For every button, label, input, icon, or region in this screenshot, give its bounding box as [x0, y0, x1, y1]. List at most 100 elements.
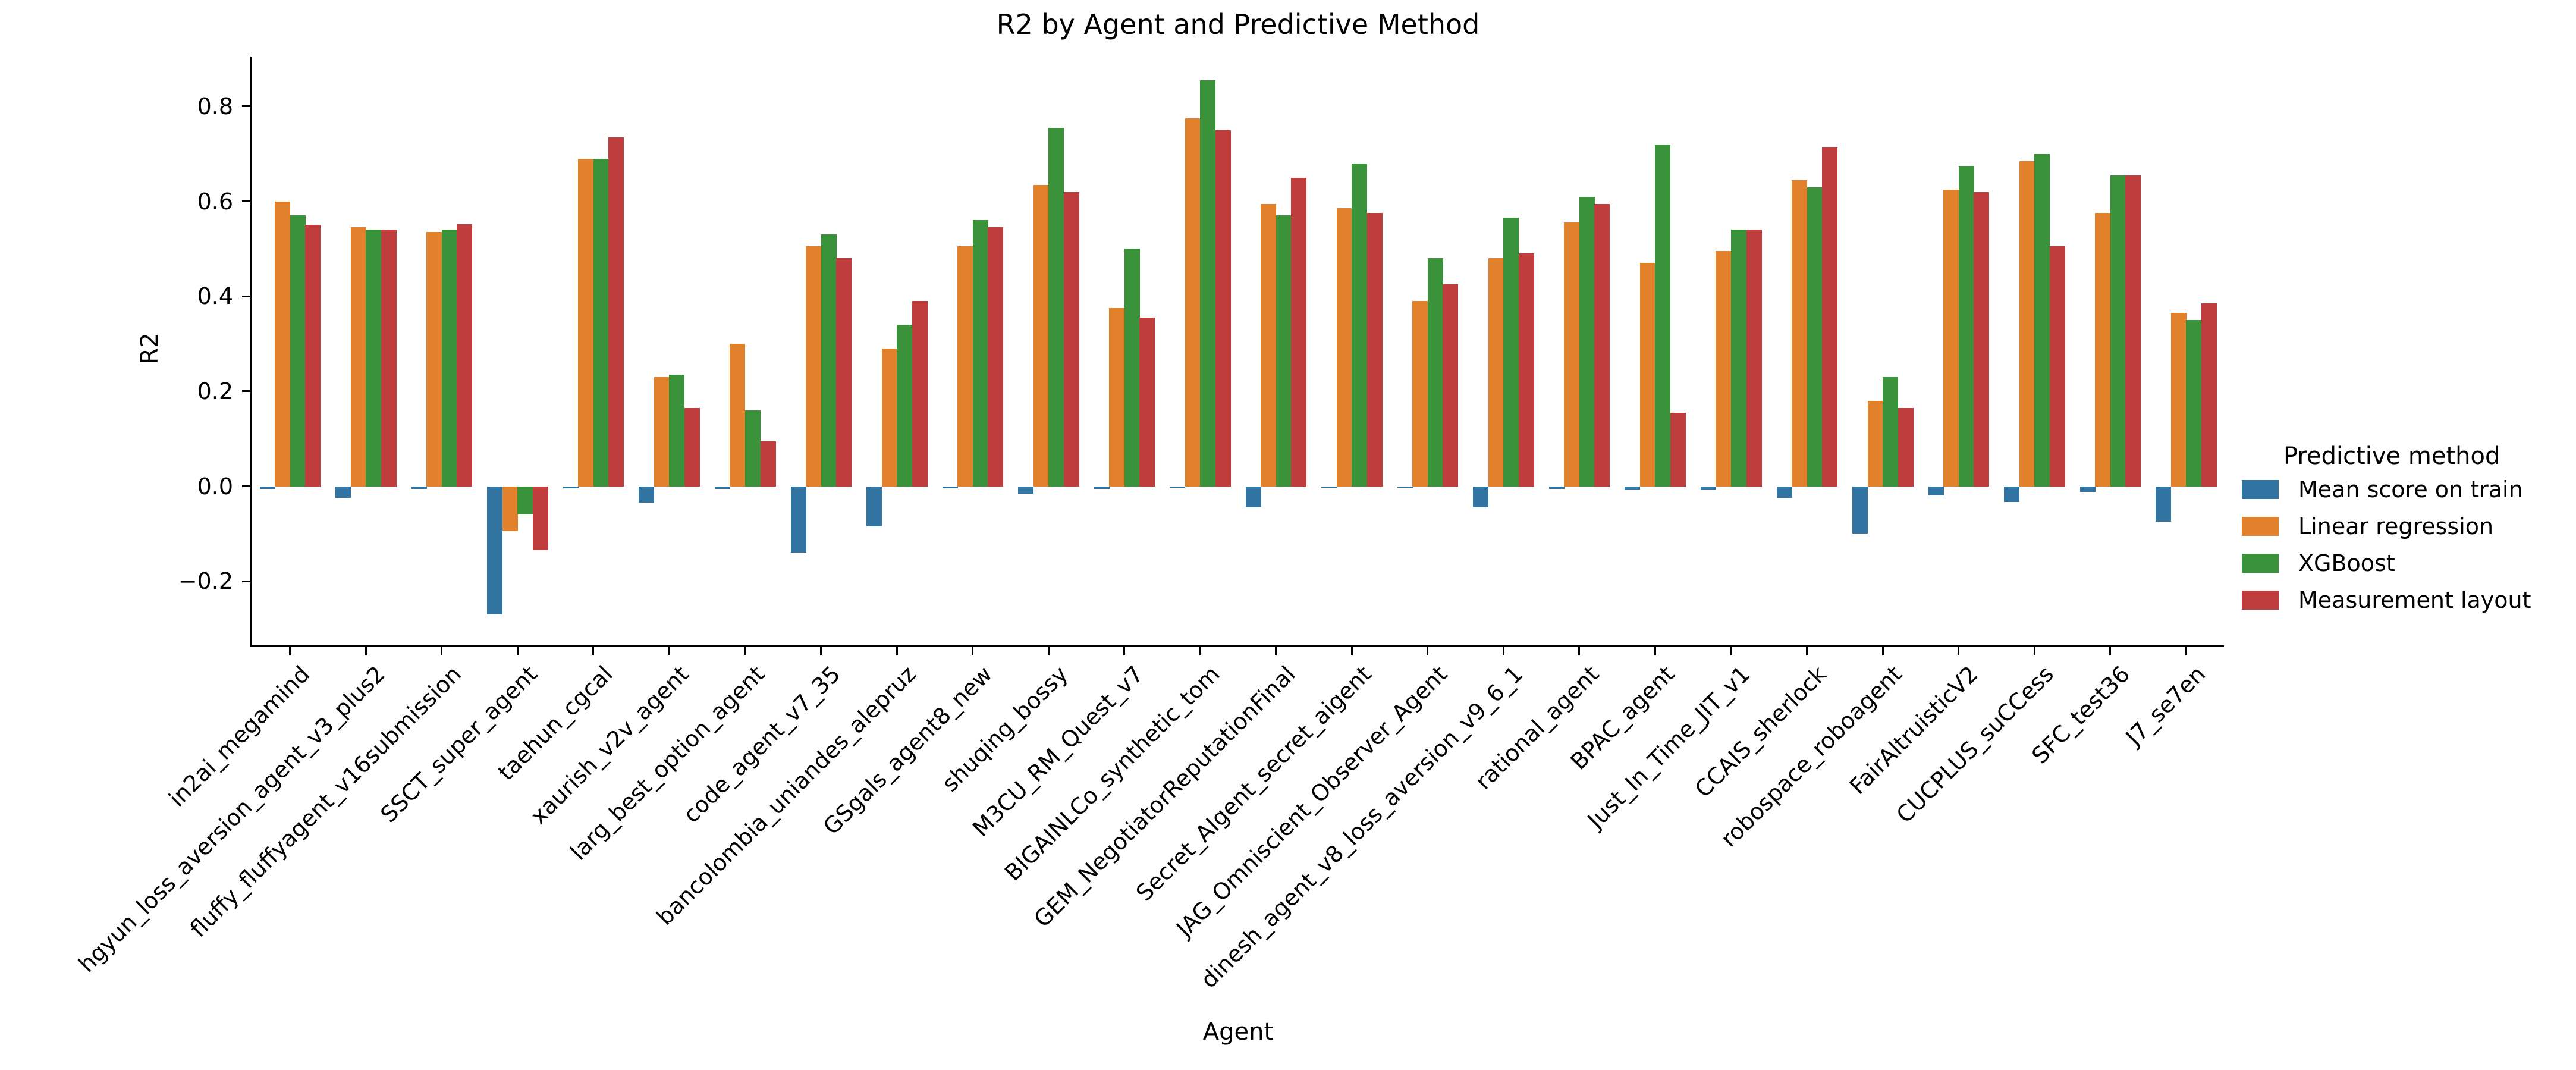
x-tick-mark	[592, 647, 595, 655]
legend-swatch	[2242, 554, 2279, 573]
bar-xgboost	[669, 374, 685, 487]
bar-mean-score-on-train	[1928, 486, 1944, 496]
bar-xgboost	[821, 234, 837, 487]
bar-xgboost	[517, 486, 533, 515]
bar-mean-score-on-train	[2004, 486, 2020, 502]
y-axis-label: R2	[136, 332, 164, 365]
bar-xgboost	[1883, 376, 1899, 487]
bar-mean-score-on-train	[1094, 486, 1110, 489]
bar-linear-regression	[730, 344, 746, 487]
bar-linear-regression	[275, 201, 291, 487]
x-tick-label: in2ai_megamind	[163, 661, 315, 812]
bar-measurement-layout	[381, 230, 397, 487]
y-tick-mark	[242, 580, 250, 582]
bar-xgboost	[897, 325, 913, 487]
bar-linear-regression	[1716, 251, 1732, 487]
bar-mean-score-on-train	[714, 486, 730, 489]
x-tick-mark	[2033, 647, 2035, 655]
bar-xgboost	[1124, 249, 1140, 487]
legend-label: Linear regression	[2298, 513, 2494, 539]
x-tick-label: JAG_Omniscient_Observer_Agent	[1171, 661, 1452, 942]
bar-measurement-layout	[684, 407, 700, 487]
legend-item: Mean score on train	[2242, 471, 2576, 508]
x-tick-mark	[516, 647, 519, 655]
bar-linear-regression	[654, 376, 670, 487]
bar-measurement-layout	[457, 224, 473, 487]
bar-linear-regression	[1261, 203, 1277, 487]
legend-label: Measurement layout	[2298, 587, 2531, 613]
bar-mean-score-on-train	[1700, 486, 1716, 490]
bar-xgboost	[2110, 175, 2126, 487]
legend-title: Predictive method	[2283, 443, 2500, 470]
y-tick-label: −0.2	[178, 568, 233, 595]
bar-mean-score-on-train	[866, 486, 882, 527]
bar-linear-regression	[1564, 222, 1580, 487]
bar-xgboost	[1731, 230, 1746, 487]
x-axis-spine	[250, 645, 2224, 647]
bar-linear-regression	[2170, 313, 2187, 487]
x-tick-mark	[896, 647, 898, 655]
bar-linear-regression	[1488, 258, 1504, 487]
x-tick-mark	[820, 647, 822, 655]
legend-swatch	[2242, 480, 2279, 499]
bar-measurement-layout	[760, 441, 776, 487]
bar-xgboost	[366, 230, 382, 487]
bar-xgboost	[1579, 196, 1595, 487]
legend-item: Measurement layout	[2242, 582, 2576, 619]
bar-measurement-layout	[1366, 213, 1383, 487]
x-tick-mark	[1199, 647, 1201, 655]
bar-linear-regression	[1639, 263, 1655, 487]
bar-measurement-layout	[912, 301, 928, 487]
legend-swatch	[2242, 517, 2279, 536]
bar-xgboost	[1276, 215, 1292, 487]
legend-swatch	[2242, 591, 2279, 610]
legend-item: Linear regression	[2242, 508, 2576, 545]
y-tick-label: 0.2	[197, 378, 233, 404]
bar-xgboost	[1048, 127, 1064, 487]
x-tick-mark	[1806, 647, 1808, 655]
bar-measurement-layout	[1974, 192, 1990, 487]
bar-mean-score-on-train	[1018, 486, 1034, 494]
bar-mean-score-on-train	[335, 486, 351, 498]
x-tick-mark	[972, 647, 974, 655]
y-tick-mark	[242, 485, 250, 488]
bar-measurement-layout	[1063, 192, 1079, 487]
bar-linear-regression	[426, 232, 442, 487]
bar-mean-score-on-train	[487, 486, 503, 615]
x-tick-mark	[1123, 647, 1126, 655]
bar-xgboost	[2186, 320, 2202, 487]
bar-mean-score-on-train	[411, 486, 427, 489]
bar-mean-score-on-train	[1245, 486, 1261, 508]
bar-linear-regression	[350, 227, 366, 487]
bar-measurement-layout	[988, 227, 1004, 487]
x-tick-mark	[2109, 647, 2112, 655]
x-axis-label: Agent	[1202, 1018, 1274, 1046]
bar-measurement-layout	[1594, 203, 1610, 487]
bar-xgboost	[1427, 258, 1443, 487]
bar-linear-regression	[1185, 118, 1201, 487]
y-tick-mark	[242, 105, 250, 108]
legend-label: Mean score on train	[2298, 476, 2523, 503]
x-tick-mark	[1730, 647, 1732, 655]
x-tick-mark	[289, 647, 291, 655]
bar-measurement-layout	[836, 258, 852, 487]
bar-mean-score-on-train	[563, 486, 579, 488]
y-tick-mark	[242, 295, 250, 297]
y-tick-mark	[242, 390, 250, 393]
bar-linear-regression	[1792, 180, 1808, 487]
y-axis-spine	[250, 57, 252, 647]
x-tick-label: hgyun_loss_aversion_agent_v3_plus2	[74, 661, 391, 978]
bar-linear-regression	[1867, 400, 1883, 487]
y-tick-label: 0.6	[197, 188, 233, 215]
y-tick-mark	[242, 200, 250, 202]
x-tick-label: J7_se7en	[2121, 661, 2211, 751]
x-tick-mark	[1502, 647, 1504, 655]
bar-measurement-layout	[2201, 303, 2217, 487]
legend-item: XGBoost	[2242, 545, 2576, 582]
bar-measurement-layout	[1518, 253, 1534, 487]
x-tick-mark	[365, 647, 367, 655]
bar-linear-regression	[1412, 301, 1428, 487]
y-tick-label: 0.0	[197, 473, 233, 500]
bar-linear-regression	[2095, 213, 2111, 487]
